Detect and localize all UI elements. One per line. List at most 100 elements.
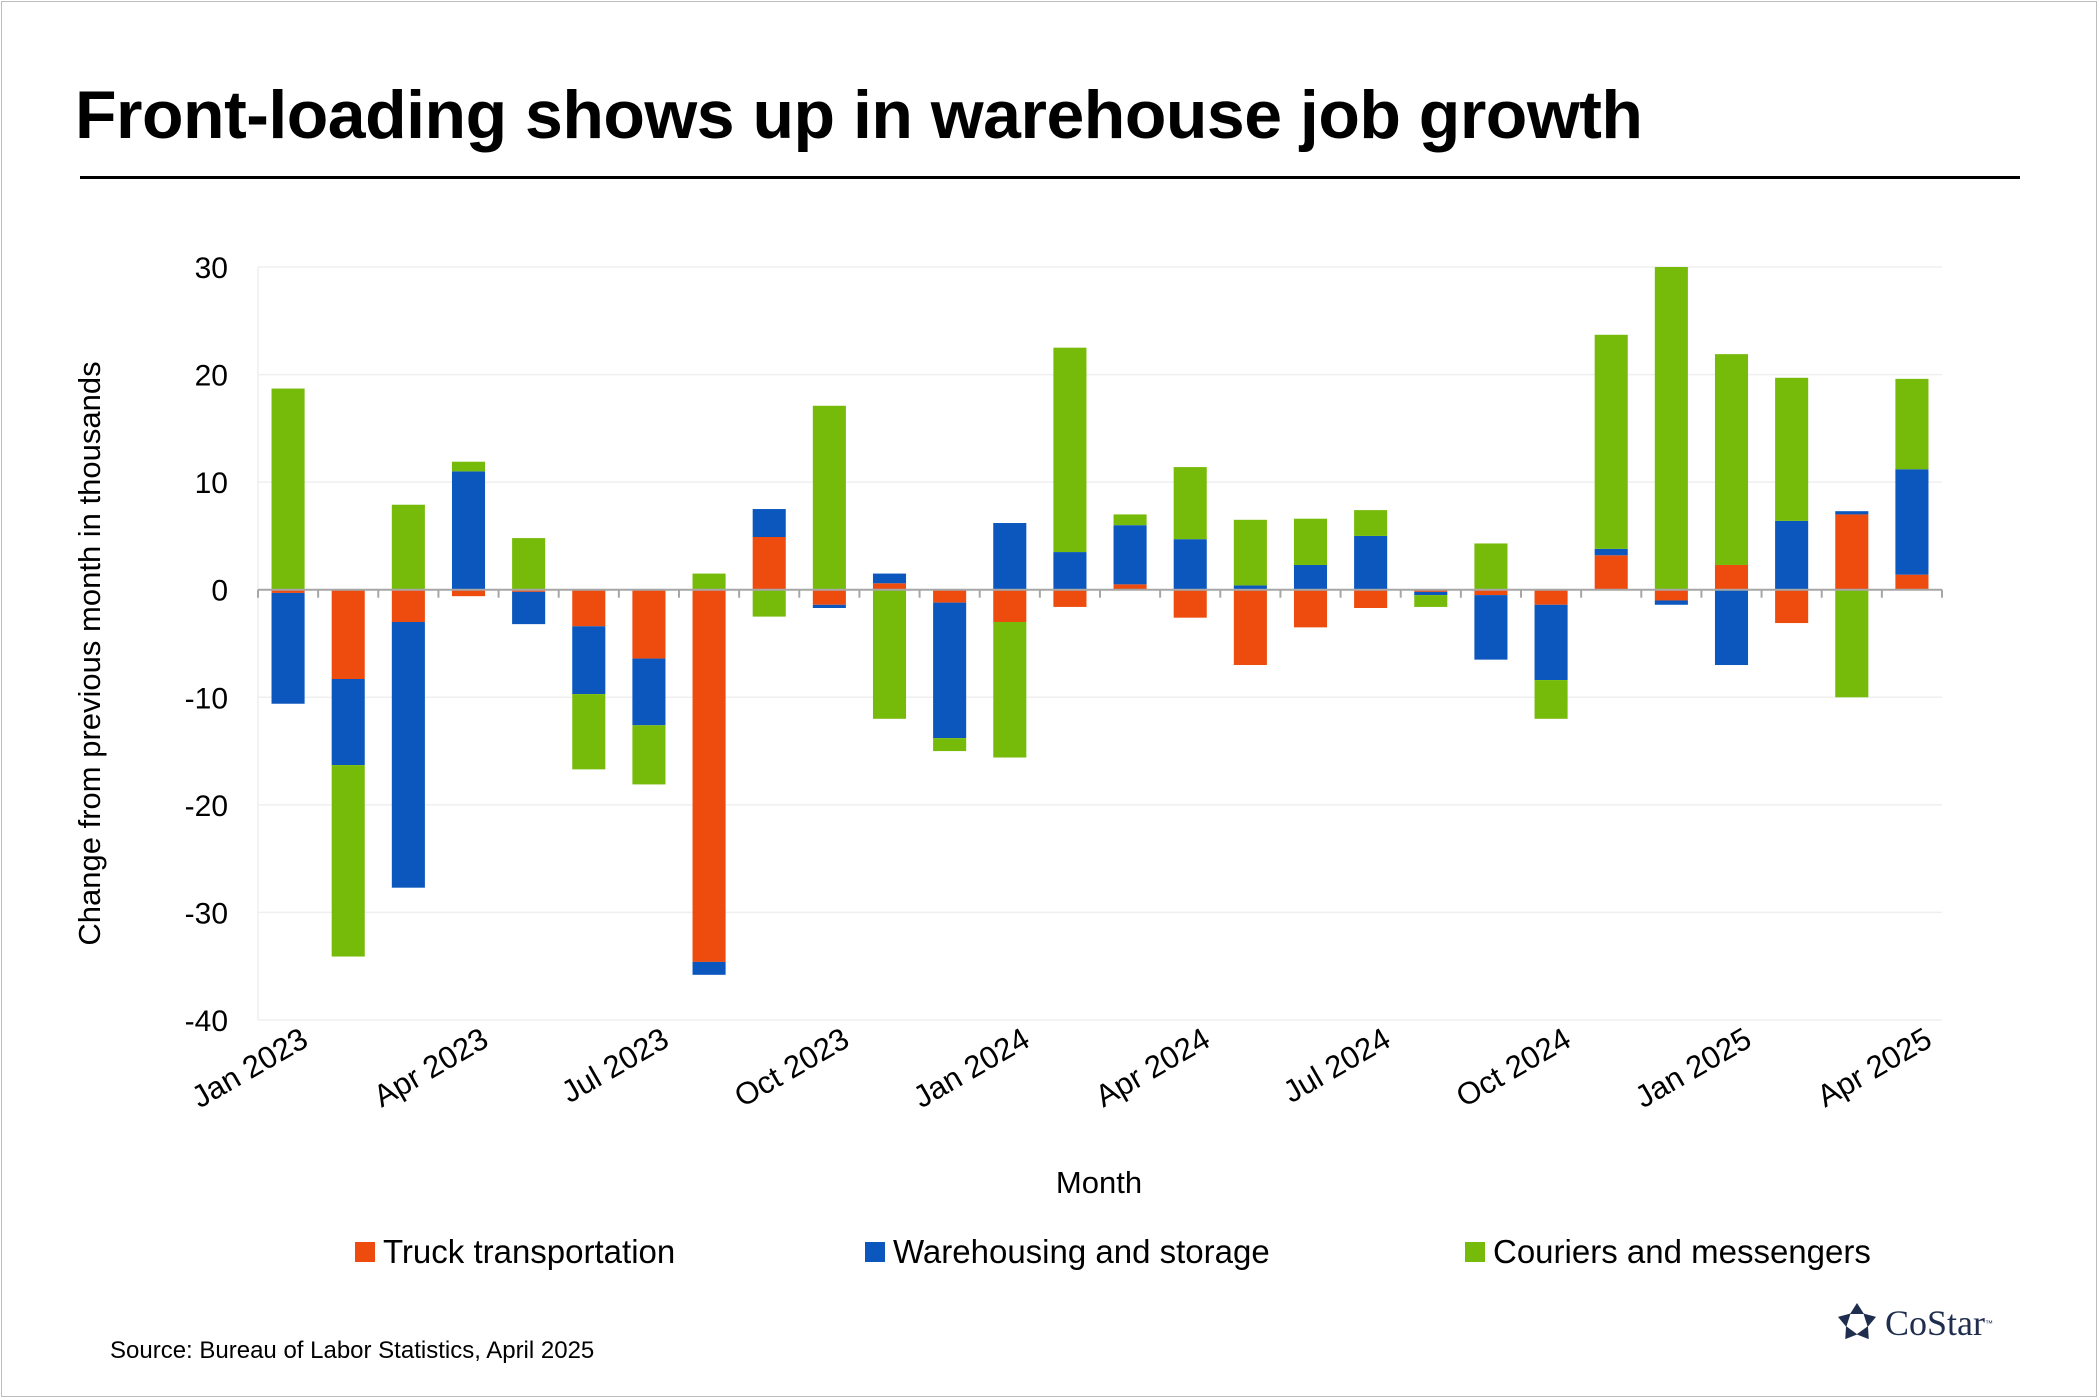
bar-truck-oct-2024	[1534, 589, 1568, 605]
bar-truck-may-2023	[512, 589, 546, 592]
bar-truck-nov-2024	[1594, 555, 1628, 590]
bar-couriers-apr-2023	[451, 461, 486, 472]
bar-couriers-sep-2023	[752, 589, 786, 617]
x-tick-label: Jul 2024	[1277, 1021, 1396, 1110]
y-tick-label: 10	[195, 467, 228, 500]
bar-warehouse-aug-2023	[692, 961, 726, 975]
x-tick-label: Apr 2023	[368, 1021, 494, 1114]
bar-truck-jul-2023	[632, 589, 666, 659]
bar-warehouse-feb-2025	[1775, 520, 1809, 590]
costar-logo: CoStar ™	[1835, 1298, 1993, 1348]
bars	[271, 267, 1929, 975]
bar-warehouse-jun-2023	[572, 626, 606, 695]
bar-couriers-dec-2024	[1654, 267, 1688, 590]
bar-truck-jul-2024	[1354, 589, 1388, 609]
legend-label-couriers: Couriers and messengers	[1493, 1233, 1871, 1270]
x-tick-label: Apr 2024	[1089, 1021, 1215, 1114]
bar-truck-jun-2024	[1293, 589, 1328, 628]
y-axis-title: Change from previous month in thousands	[72, 361, 107, 945]
y-tick-label: 0	[211, 575, 228, 608]
x-tick-label: Oct 2023	[728, 1021, 854, 1114]
legend-item-couriers: Couriers and messengers	[1465, 1230, 1871, 1274]
x-tick-label: Oct 2024	[1450, 1021, 1576, 1114]
legend-label-truck: Truck transportation	[383, 1233, 676, 1270]
bar-truck-feb-2024	[1053, 589, 1087, 607]
x-axis-title: Month	[1056, 1165, 1142, 1200]
bar-couriers-jun-2024	[1293, 518, 1328, 565]
bar-couriers-jan-2024	[993, 621, 1027, 758]
x-tick-label: Apr 2025	[1811, 1021, 1937, 1114]
bar-warehouse-oct-2024	[1534, 604, 1568, 681]
bar-truck-mar-2023	[391, 589, 425, 622]
bar-warehouse-dec-2024	[1654, 600, 1688, 605]
bar-couriers-mar-2025	[1835, 589, 1869, 698]
bar-couriers-jul-2023	[632, 725, 666, 785]
bar-warehouse-jun-2024	[1293, 564, 1328, 590]
title-divider	[80, 176, 2020, 179]
bar-warehouse-may-2023	[512, 591, 546, 625]
bar-couriers-dec-2023	[933, 738, 967, 752]
bar-couriers-sep-2024	[1474, 543, 1508, 590]
logo-trademark: ™	[1985, 1318, 1994, 1328]
bar-couriers-oct-2024	[1534, 680, 1568, 719]
legend-swatch-warehouse	[865, 1242, 885, 1262]
chart-title: Front-loading shows up in warehouse job …	[75, 77, 1643, 153]
bar-warehouse-feb-2024	[1053, 552, 1087, 590]
bar-couriers-jan-2025	[1714, 354, 1749, 565]
bar-couriers-jun-2023	[572, 694, 606, 770]
y-tick-label: -20	[185, 790, 228, 823]
legend-item-truck: Truck transportation	[355, 1230, 675, 1274]
bar-truck-jan-2024	[993, 589, 1027, 622]
bar-truck-feb-2023	[331, 589, 365, 679]
bar-truck-apr-2023	[451, 589, 486, 597]
y-tick-label: 30	[195, 252, 228, 285]
bar-warehouse-may-2024	[1233, 585, 1267, 590]
bar-truck-may-2024	[1233, 589, 1267, 666]
bar-warehouse-apr-2024	[1173, 539, 1207, 590]
bar-couriers-may-2023	[512, 538, 546, 590]
bar-warehouse-apr-2023	[451, 471, 486, 590]
bar-couriers-apr-2024	[1173, 467, 1207, 540]
bar-warehouse-sep-2024	[1474, 595, 1508, 660]
x-tick-label: Jul 2023	[555, 1021, 674, 1110]
source-note: Source: Bureau of Labor Statistics, Apri…	[110, 1337, 595, 1364]
bar-couriers-feb-2023	[331, 765, 365, 957]
bar-warehouse-mar-2024	[1113, 525, 1147, 585]
y-tick-label: -10	[185, 682, 228, 715]
x-tick-label: Jan 2025	[1629, 1021, 1757, 1115]
bar-warehouse-aug-2024	[1414, 591, 1448, 596]
legend-label-warehouse: Warehousing and storage	[893, 1233, 1270, 1270]
bar-couriers-mar-2024	[1113, 514, 1147, 526]
bar-couriers-apr-2025	[1895, 378, 1929, 470]
logo-text: CoStar	[1885, 1303, 1986, 1343]
x-tick-label: Jan 2024	[907, 1021, 1035, 1115]
bar-truck-apr-2025	[1895, 574, 1929, 590]
bar-truck-sep-2023	[752, 537, 786, 590]
bar-truck-jan-2025	[1714, 564, 1749, 590]
y-tick-label: -40	[185, 1005, 228, 1038]
bar-couriers-feb-2024	[1053, 347, 1087, 553]
bar-truck-sep-2024	[1474, 589, 1508, 596]
bar-warehouse-jan-2023	[271, 592, 305, 704]
bar-warehouse-mar-2025	[1835, 511, 1869, 515]
bar-warehouse-oct-2023	[812, 604, 846, 609]
bar-warehouse-jul-2023	[632, 658, 666, 726]
legend-swatch-couriers	[1465, 1242, 1485, 1262]
bar-couriers-mar-2023	[391, 504, 425, 590]
bar-truck-aug-2024	[1414, 589, 1448, 592]
y-tick-label: -30	[185, 897, 228, 930]
bar-couriers-jan-2023	[271, 388, 305, 590]
bar-couriers-may-2024	[1233, 519, 1267, 586]
bar-truck-feb-2025	[1775, 589, 1809, 624]
bar-truck-jun-2023	[572, 589, 606, 627]
bar-warehouse-jan-2025	[1714, 589, 1749, 666]
bar-warehouse-apr-2025	[1895, 469, 1929, 575]
legend-swatch-truck	[355, 1242, 375, 1262]
bar-truck-dec-2024	[1654, 589, 1688, 601]
bar-warehouse-dec-2023	[933, 602, 967, 739]
costar-star-icon	[1837, 1303, 1877, 1340]
bar-warehouse-feb-2023	[331, 678, 365, 766]
legend-item-warehouse: Warehousing and storage	[865, 1230, 1270, 1274]
